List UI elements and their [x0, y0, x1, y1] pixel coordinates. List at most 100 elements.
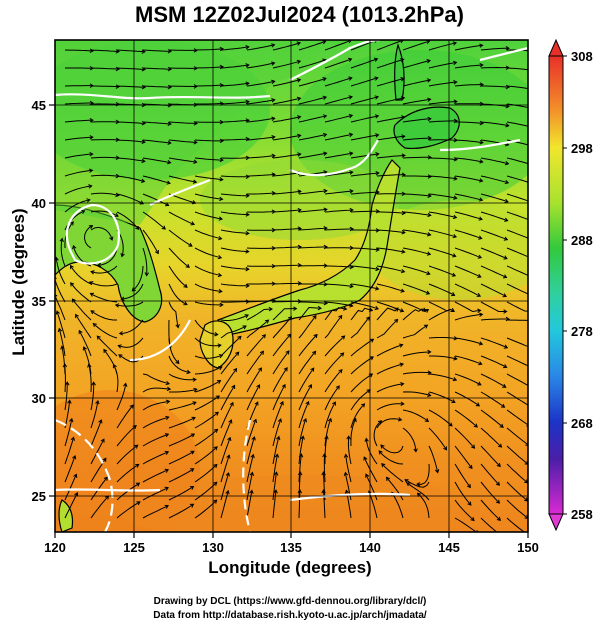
streamline-arrowhead	[478, 312, 484, 317]
streamline	[142, 247, 148, 276]
streamline	[350, 301, 379, 310]
streamline-arrowhead	[434, 469, 440, 474]
streamline	[55, 257, 66, 285]
streamline	[350, 389, 371, 411]
streamline-arrowhead	[503, 255, 508, 260]
streamline	[402, 118, 431, 123]
streamline	[324, 369, 343, 393]
streamline-arrowhead	[406, 482, 411, 487]
streamline-arrowhead	[385, 476, 390, 481]
streamline-arrowhead	[365, 316, 371, 321]
streamline-arrowhead	[321, 489, 326, 494]
streamline-arrowhead	[258, 367, 262, 372]
streamline	[480, 157, 509, 165]
y-tick-label: 45	[32, 98, 46, 113]
streamline-arrowhead	[185, 263, 190, 268]
streamline	[506, 517, 525, 532]
streamline	[194, 366, 223, 375]
streamline	[324, 307, 347, 321]
streamline	[480, 283, 507, 297]
streamline-arrowhead	[427, 212, 432, 218]
streamline-arrowhead	[249, 489, 254, 494]
streamline	[90, 156, 120, 159]
streamline-arrowhead	[192, 401, 197, 406]
streamline	[246, 490, 253, 519]
streamline	[142, 505, 169, 519]
streamline	[324, 114, 353, 123]
streamline	[168, 355, 191, 373]
streamline	[428, 229, 457, 238]
streamline	[480, 445, 501, 467]
streamline	[376, 135, 405, 141]
streamline-arrowhead	[75, 313, 79, 319]
streamline	[220, 157, 250, 159]
streamline	[323, 453, 326, 483]
streamline	[350, 307, 373, 321]
streamline	[480, 47, 509, 51]
streamline-arrowhead	[479, 178, 484, 183]
streamline	[246, 419, 257, 447]
streamline	[428, 427, 447, 451]
streamline	[376, 301, 404, 312]
streamline-arrowhead	[141, 158, 146, 164]
streamline	[480, 355, 507, 368]
streamline-arrowhead	[192, 179, 198, 184]
streamline-arrowhead	[279, 400, 284, 406]
streamline-arrowhead	[427, 116, 432, 122]
streamline	[324, 335, 345, 357]
streamline	[116, 85, 146, 88]
streamline	[506, 409, 528, 426]
streamline	[247, 192, 276, 195]
streamline	[324, 96, 353, 105]
streamline	[298, 246, 328, 249]
streamline	[220, 490, 229, 519]
streamline	[298, 59, 326, 69]
streamline-arrowhead	[505, 45, 510, 51]
streamline	[350, 96, 379, 105]
streamline-arrowhead	[167, 84, 172, 90]
streamline-arrowhead	[468, 464, 473, 470]
streamline-arrowhead	[80, 210, 86, 214]
streamline	[298, 208, 327, 213]
streamline	[324, 301, 353, 307]
streamline	[350, 316, 370, 339]
streamline-arrowhead	[120, 296, 125, 302]
streamline-arrowhead	[335, 385, 340, 390]
streamline-arrowhead	[529, 256, 533, 259]
streamline	[506, 121, 528, 127]
streamline-arrowhead	[302, 417, 308, 423]
streamline-arrowhead	[452, 233, 458, 239]
streamline-arrowhead	[293, 306, 298, 311]
streamline-arrowhead	[375, 266, 380, 272]
streamline-arrowhead	[245, 193, 250, 198]
streamline	[272, 42, 301, 51]
streamline-arrowhead	[499, 423, 504, 428]
streamline-arrowhead	[344, 489, 350, 494]
streamline-arrowhead	[213, 446, 218, 451]
streamline	[506, 157, 528, 165]
streamline	[350, 356, 374, 375]
streamline-arrowhead	[183, 283, 188, 288]
streamline-arrowhead	[529, 365, 533, 368]
streamline-arrowhead	[89, 292, 95, 297]
streamline-arrowhead	[400, 268, 406, 274]
streamline-arrowhead	[118, 354, 123, 359]
streamline	[116, 404, 134, 429]
streamline	[194, 446, 218, 465]
streamline	[220, 101, 249, 105]
streamline-arrowhead	[92, 322, 97, 328]
streamline-arrowhead	[218, 235, 223, 241]
streamline	[455, 121, 484, 124]
streamline	[402, 137, 431, 141]
streamline-arrowhead	[477, 254, 483, 259]
streamline	[506, 175, 528, 183]
streamline-arrowhead	[161, 225, 166, 230]
streamline	[90, 192, 119, 196]
streamline-arrowhead	[470, 516, 475, 522]
streamline-arrowhead	[164, 433, 170, 438]
streamline	[272, 350, 290, 375]
streamline-arrowhead	[374, 114, 380, 119]
streamline	[350, 210, 379, 213]
streamline-arrowhead	[175, 359, 180, 365]
streamline	[324, 436, 328, 464]
